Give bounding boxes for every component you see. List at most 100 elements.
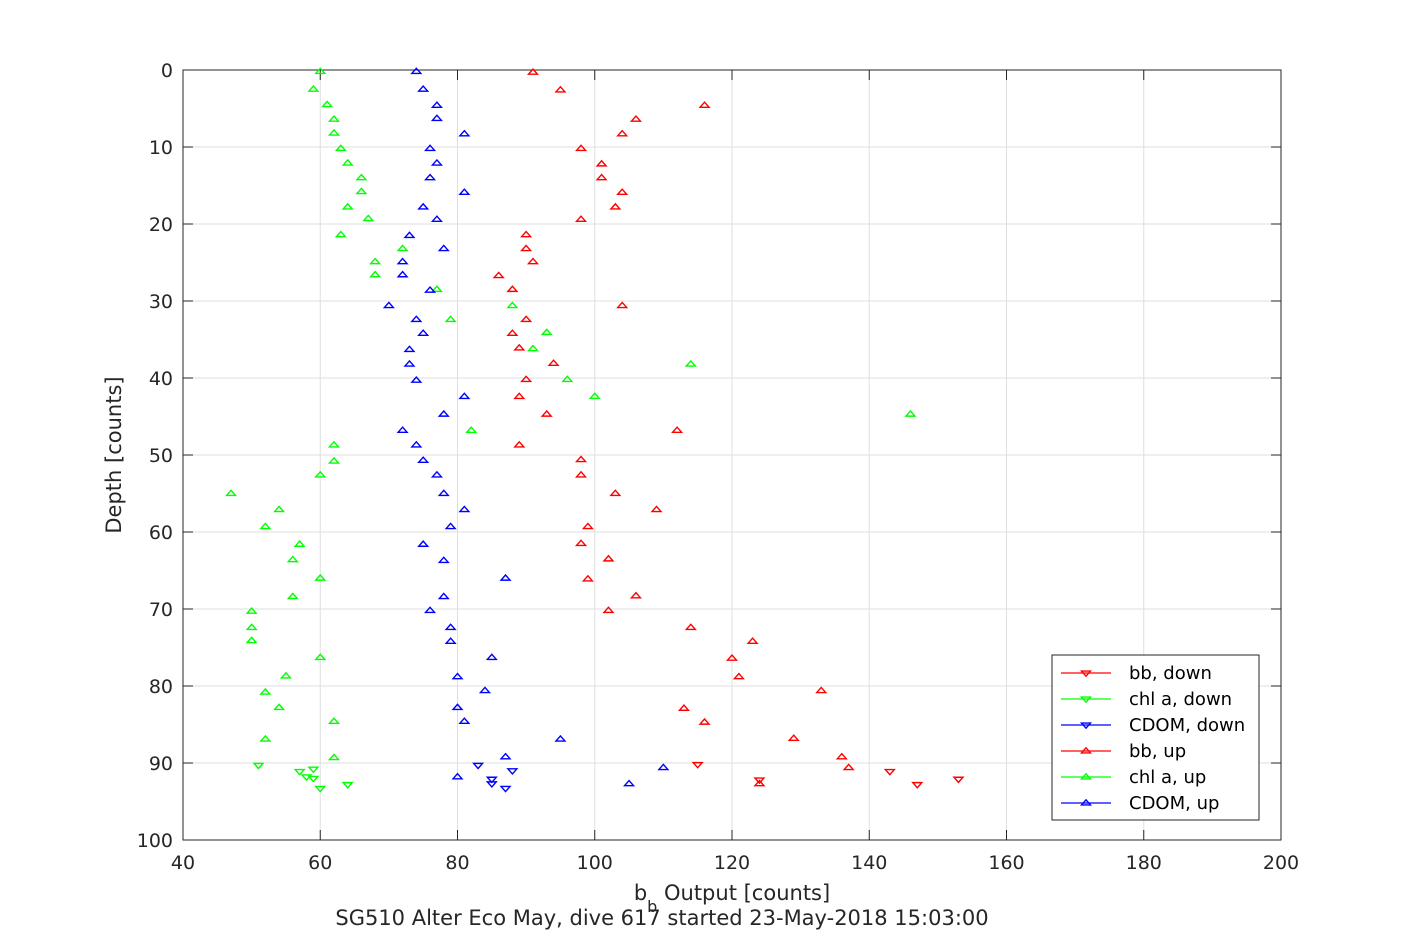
data-point bbox=[684, 359, 697, 367]
data-point bbox=[286, 592, 299, 600]
data-point bbox=[403, 359, 416, 367]
data-point bbox=[485, 776, 498, 784]
y-tick-label: 10 bbox=[149, 137, 173, 159]
data-point bbox=[458, 188, 471, 196]
data-point bbox=[520, 230, 533, 238]
data-point bbox=[410, 315, 423, 323]
data-point bbox=[485, 653, 498, 661]
data-point bbox=[437, 409, 450, 417]
data-point bbox=[540, 409, 553, 417]
data-point bbox=[520, 315, 533, 323]
data-point bbox=[396, 426, 409, 433]
legend-item: chl a, up bbox=[1061, 767, 1206, 788]
data-point bbox=[362, 214, 375, 222]
y-tick-label: 100 bbox=[137, 830, 173, 852]
legend-marker bbox=[1079, 696, 1093, 704]
data-point bbox=[698, 717, 711, 725]
data-point bbox=[437, 244, 450, 252]
data-point bbox=[506, 301, 519, 309]
data-point bbox=[417, 84, 430, 92]
data-point bbox=[424, 285, 437, 293]
y-tick-label: 50 bbox=[149, 445, 173, 467]
series-0 bbox=[691, 761, 965, 789]
data-point bbox=[327, 115, 341, 122]
y-tick-label: 40 bbox=[149, 368, 173, 390]
data-point bbox=[300, 774, 313, 782]
data-point bbox=[499, 785, 512, 793]
data-point bbox=[472, 762, 485, 770]
series-3 bbox=[492, 68, 855, 787]
legend-item: bb, up bbox=[1061, 741, 1186, 762]
data-point bbox=[327, 753, 341, 761]
x-tick-labels: 40 60 80 100 120 140 160 180 200 bbox=[171, 852, 1299, 874]
data-point bbox=[526, 257, 540, 265]
data-point bbox=[444, 623, 457, 631]
data-point bbox=[334, 230, 347, 238]
data-point bbox=[314, 785, 327, 793]
data-point bbox=[307, 766, 320, 774]
series-5 bbox=[382, 67, 670, 787]
data-point bbox=[513, 440, 526, 448]
data-point bbox=[444, 522, 457, 530]
legend-marker bbox=[1079, 670, 1093, 678]
data-point bbox=[245, 607, 258, 614]
legend-label: bb, down bbox=[1129, 663, 1212, 684]
data-point bbox=[842, 763, 855, 771]
x-tick-label: 140 bbox=[851, 852, 887, 874]
data-point bbox=[307, 84, 320, 92]
x-tick-label: 80 bbox=[445, 852, 469, 874]
data-point bbox=[430, 101, 443, 109]
data-point bbox=[485, 781, 498, 789]
legend-marker bbox=[1079, 722, 1093, 730]
data-point bbox=[526, 68, 540, 75]
data-point bbox=[458, 505, 471, 513]
x-tick-label: 180 bbox=[1126, 852, 1162, 874]
data-point bbox=[252, 762, 265, 770]
data-point bbox=[506, 285, 519, 293]
data-point bbox=[259, 734, 272, 742]
data-point bbox=[629, 591, 642, 599]
data-point bbox=[458, 129, 471, 137]
data-point bbox=[355, 173, 368, 181]
data-point bbox=[574, 470, 588, 478]
data-point bbox=[293, 540, 306, 547]
data-point bbox=[629, 115, 642, 122]
data-point bbox=[465, 426, 478, 433]
figure-caption: SG510 Alter Eco May, dive 617 started 23… bbox=[335, 906, 988, 930]
data-point bbox=[437, 556, 450, 564]
data-point bbox=[650, 505, 663, 513]
data-point bbox=[451, 672, 464, 680]
data-point bbox=[417, 329, 430, 336]
data-point bbox=[540, 328, 553, 336]
legend-marker bbox=[1079, 772, 1093, 780]
data-point bbox=[623, 779, 636, 787]
data-point bbox=[554, 734, 567, 742]
data-point bbox=[410, 376, 423, 383]
data-point bbox=[341, 158, 354, 166]
y-tick-label: 90 bbox=[149, 753, 173, 775]
data-point bbox=[657, 763, 670, 771]
legend-label: bb, up bbox=[1129, 741, 1186, 762]
data-point bbox=[334, 144, 347, 152]
data-point bbox=[369, 270, 382, 278]
data-point bbox=[396, 244, 409, 252]
data-point bbox=[616, 129, 629, 137]
data-point bbox=[554, 85, 567, 93]
data-point bbox=[574, 215, 588, 223]
legend-marker bbox=[1079, 798, 1093, 806]
data-point bbox=[245, 636, 258, 644]
x-axis-label: bb Output [counts] bbox=[634, 881, 830, 916]
series-1 bbox=[252, 762, 354, 793]
data-point bbox=[327, 440, 341, 448]
y-axis-label: Depth [counts] bbox=[102, 376, 126, 533]
data-point bbox=[259, 522, 272, 530]
data-point bbox=[753, 777, 766, 785]
y-tick-label: 0 bbox=[161, 60, 173, 82]
data-point bbox=[321, 100, 334, 108]
data-point bbox=[417, 456, 430, 464]
legend-item: CDOM, down bbox=[1061, 715, 1245, 736]
data-point bbox=[430, 158, 443, 166]
data-point bbox=[458, 392, 471, 400]
data-point bbox=[369, 257, 382, 265]
x-tick-label: 40 bbox=[171, 852, 195, 874]
